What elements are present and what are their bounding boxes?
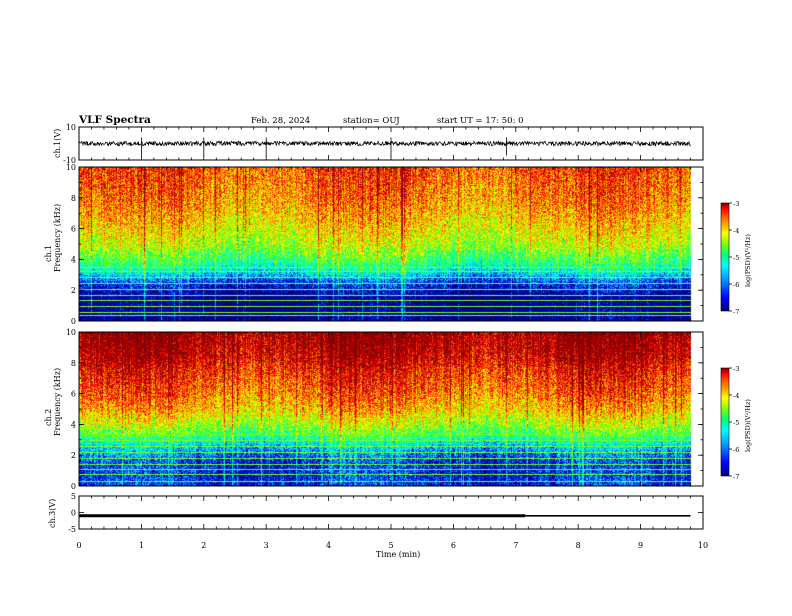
x-tick-label: 1 (139, 541, 144, 550)
ch1-colorbar (720, 202, 730, 312)
x-tick-label: 0 (76, 541, 81, 550)
y-tick-label: 2 (71, 451, 76, 460)
y-tick-label: 10 (66, 328, 76, 337)
y-tick-label: 8 (71, 359, 76, 368)
y-tick-label: 4 (71, 420, 76, 429)
ch1-waveform-trace (78, 137, 691, 156)
x-tick-label: 9 (638, 541, 643, 550)
x-axis-label: Time (min) (376, 550, 420, 559)
ch2-spectrogram-image (79, 332, 703, 486)
date-label: Feb. 28, 2024 (251, 116, 310, 126)
x-tick-label: 6 (451, 541, 456, 550)
y-tick-label: 10 (66, 163, 76, 172)
x-tick-label: 8 (576, 541, 581, 550)
colorbar-tick-label: -7 (733, 308, 739, 316)
ch2-spectrogram (78, 331, 704, 487)
ch1-waveform-line (78, 140, 691, 147)
y-tick-label: 5 (71, 492, 76, 501)
y-tick-label: 8 (71, 194, 76, 203)
colorbar-tick-label: -6 (733, 281, 739, 289)
station-label: station= OUJ (343, 116, 400, 126)
colorbar-tick-label: -3 (733, 200, 739, 208)
ch1-waveform-ylabel: ch.1(V) (53, 129, 62, 158)
y-tick-label: -5 (68, 525, 76, 534)
y-tick-label: 2 (71, 286, 76, 295)
x-tick-label: 4 (326, 541, 331, 550)
ch2-colorbar (720, 367, 730, 477)
ch2-spectrogram-ylabel-top: ch.2 (44, 409, 53, 426)
ch1-spectrogram-ylabel-top: ch.1 (44, 245, 53, 262)
y-tick-label: 6 (71, 225, 76, 234)
ch1-colorbar-label: log(PSD)(V²/Hz) (744, 234, 752, 287)
y-tick-label: 4 (71, 255, 76, 264)
y-tick-label: 10 (66, 123, 76, 132)
y-tick-label: -10 (63, 156, 76, 165)
ch3-waveform-ylabel: ch.3(V) (48, 499, 57, 528)
ch2-spectrogram-ylabel-bottom: Frequency (kHz) (53, 368, 62, 436)
y-tick-label: 0 (71, 509, 76, 518)
ch1-spectrogram (78, 166, 704, 322)
colorbar-tick-label: -5 (733, 419, 739, 427)
colorbar-tick-label: -5 (733, 254, 739, 262)
ch1-spectrogram-ylabel-bottom: Frequency (kHz) (53, 204, 62, 272)
colorbar-tick-label: -3 (733, 365, 739, 373)
x-tick-label: 10 (698, 541, 708, 550)
x-tick-label: 5 (388, 541, 393, 550)
x-tick-label: 2 (201, 541, 206, 550)
ch1-spectrogram-image (79, 167, 703, 321)
x-tick-label: 3 (264, 541, 269, 550)
axis-ticks: 0 1 2 3 4 5 6 7 8 9 1010-100246810024681050-5-3-4-… (63, 123, 739, 550)
y-tick-label: 0 (71, 482, 76, 491)
ch2-colorbar-label: log(PSD)(V²/Hz) (744, 399, 752, 452)
colorbar-tick-label: -6 (733, 446, 739, 454)
colorbar-tick-label: -4 (733, 392, 739, 400)
x-tick-label: 7 (513, 541, 518, 550)
colorbar-tick-label: -7 (733, 473, 739, 481)
colorbar-tick-label: -4 (733, 227, 739, 235)
y-tick-label: 6 (71, 390, 76, 399)
figure-title: VLF Spectra (78, 114, 151, 126)
y-tick-label: 0 (71, 317, 76, 326)
start-time-label: start UT = 17: 50: 0 (437, 116, 524, 126)
